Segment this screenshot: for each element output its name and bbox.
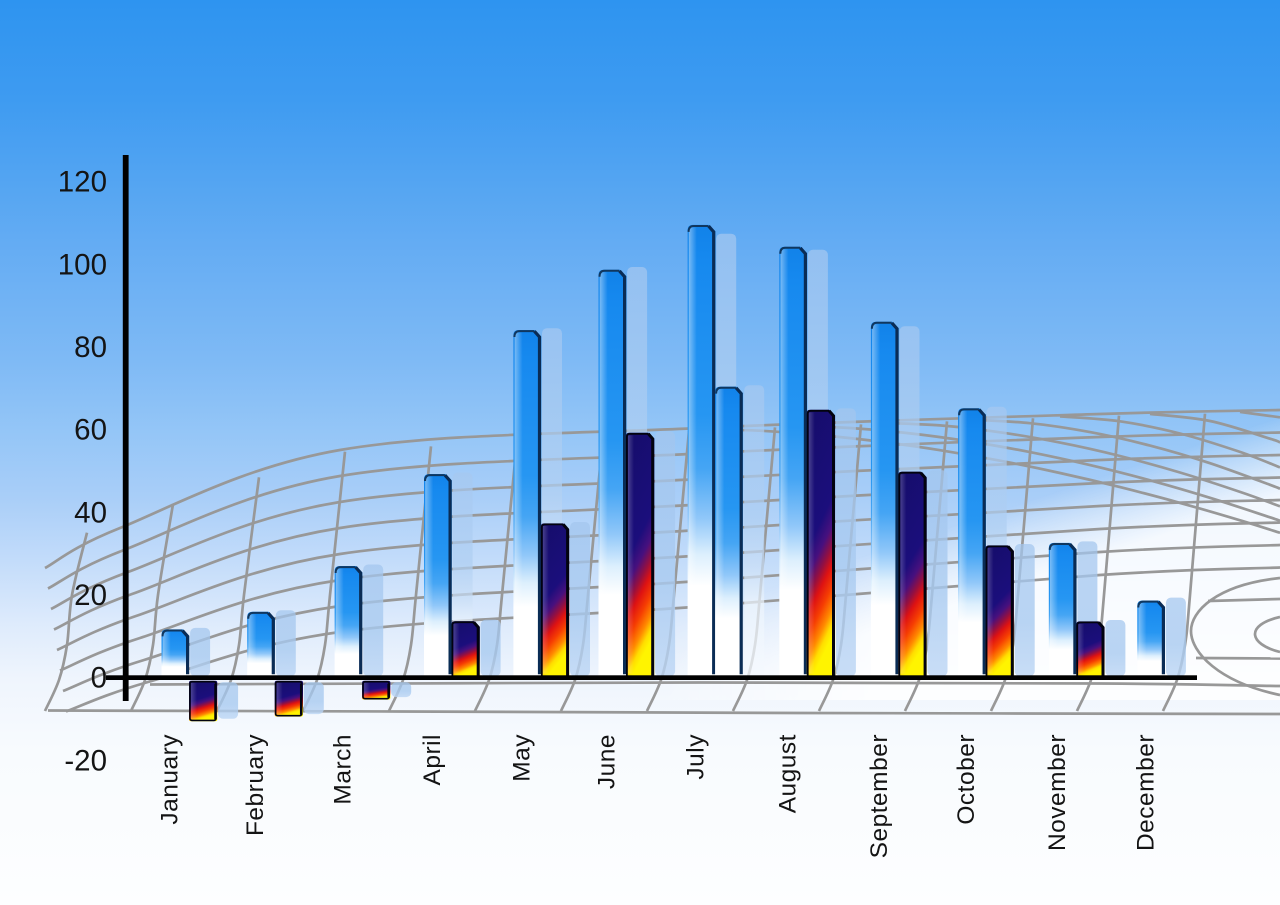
svg-text:January: January [157, 734, 184, 825]
svg-text:80: 80 [74, 331, 107, 364]
svg-text:20: 20 [74, 579, 107, 612]
svg-text:July: July [683, 734, 710, 780]
svg-text:August: August [774, 734, 801, 813]
svg-text:40: 40 [74, 496, 107, 529]
svg-text:November: November [1044, 734, 1071, 851]
svg-text:March: March [330, 734, 357, 805]
svg-text:February: February [242, 734, 269, 836]
svg-text:60: 60 [74, 414, 107, 447]
svg-text:0: 0 [91, 662, 107, 695]
svg-text:December: December [1132, 734, 1159, 851]
svg-text:June: June [594, 734, 621, 789]
svg-text:100: 100 [58, 248, 107, 281]
svg-text:May: May [508, 734, 535, 782]
svg-text:October: October [953, 734, 980, 825]
svg-text:April: April [419, 734, 446, 786]
svg-text:-20: -20 [64, 744, 107, 777]
svg-text:120: 120 [58, 166, 107, 199]
svg-text:September: September [866, 734, 893, 858]
